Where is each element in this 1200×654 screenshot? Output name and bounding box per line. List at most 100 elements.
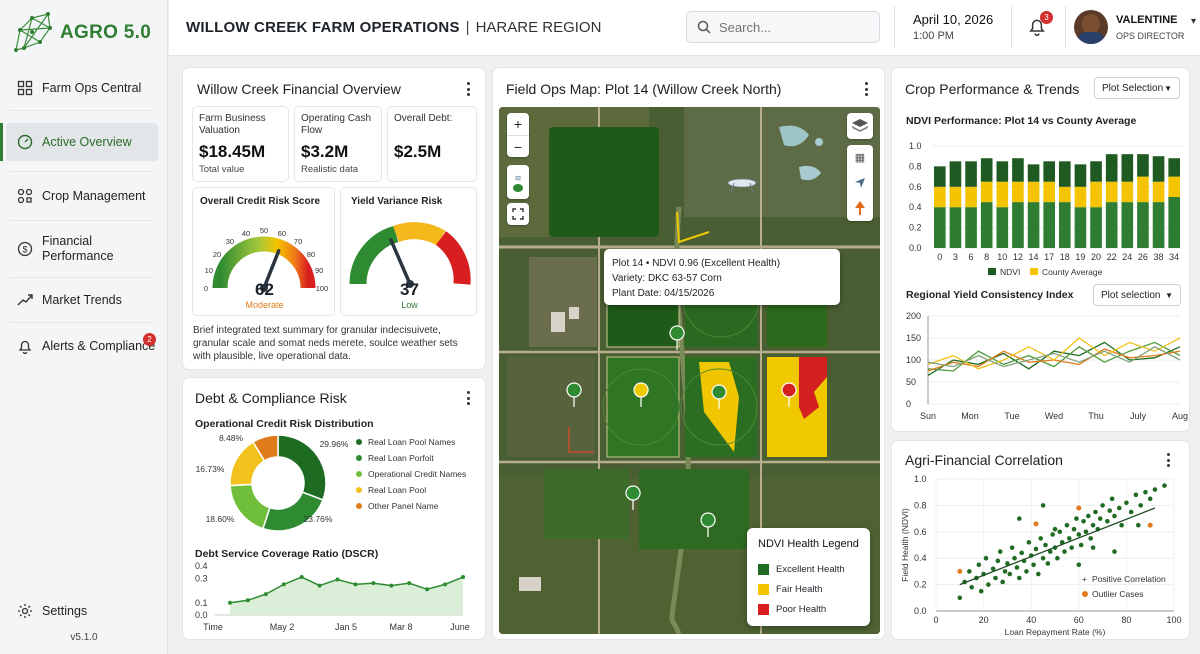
y-tick-label: 0.0 — [909, 243, 922, 253]
bar-top-segment — [1105, 154, 1118, 182]
x-tick-label: 20 — [1091, 252, 1101, 262]
chevron-down-icon[interactable]: ▾ — [1191, 16, 1197, 27]
gauge-arc — [212, 236, 316, 289]
legend-label: Real Loan Pool Names — [368, 437, 455, 447]
farm-title: WILLOW CREEK FARM OPERATIONS — [186, 19, 460, 36]
zoom-in-button[interactable]: + — [513, 116, 523, 132]
data-point — [976, 562, 982, 568]
legend-swatch — [758, 584, 769, 595]
outlier-point — [957, 568, 963, 574]
sidebar-item-label: Crop Management — [42, 189, 146, 203]
plot-selection-dropdown[interactable]: Plot Selection ▼ — [1094, 77, 1180, 99]
sidebar-item-settings[interactable]: Settings — [6, 599, 158, 623]
donut-slice — [252, 434, 279, 462]
bar-ndvi — [1043, 202, 1055, 248]
gauge-tick-label: 40 — [242, 229, 250, 238]
data-point — [245, 598, 250, 603]
sidebar-item-alerts-compliance[interactable]: Alerts & Compliance 2 — [6, 333, 158, 358]
bar-county-average — [934, 186, 946, 208]
layers-button[interactable] — [847, 113, 873, 139]
line-series — [927, 346, 1181, 368]
kpi-sub: Total value — [199, 164, 245, 175]
alerts-badge: 2 — [143, 333, 156, 346]
y-tick-label: 0.2 — [909, 223, 922, 233]
sidebar-item-farm-ops-central[interactable]: Farm Ops Central — [6, 76, 158, 100]
bar-top-segment — [1121, 154, 1134, 182]
data-point — [1097, 516, 1103, 521]
bar-ndvi — [1090, 207, 1102, 248]
measure-icon[interactable]: ▦ — [854, 152, 866, 164]
locate-button[interactable] — [847, 170, 873, 195]
sidebar-item-crop-management[interactable]: Crop Management — [6, 184, 158, 208]
crop-performance-card: Crop Performance & Trends Plot Selection… — [891, 67, 1190, 432]
gauge-tick-label: 70 — [294, 237, 302, 246]
legend-label: Positive Correlation — [1092, 574, 1166, 584]
x-tick-label: 26 — [1138, 252, 1148, 262]
donut-slice-label: 29.96% — [320, 439, 349, 449]
gauge-tick-label: 50 — [260, 226, 268, 235]
data-point — [1071, 526, 1077, 532]
sidebar-item-active-overview[interactable]: Active Overview — [0, 123, 158, 161]
avatar[interactable] — [1074, 10, 1108, 44]
x-tick-label: 34 — [1169, 252, 1179, 262]
leaf-icon — [513, 183, 523, 192]
bar-county-average — [1074, 186, 1087, 208]
zoom-out-button[interactable]: − — [507, 135, 529, 157]
donut-slice — [261, 491, 324, 532]
credit-risk-gauge-card: Overall Credit Risk Score 0 10 20 30 40 50 60 7… — [192, 187, 335, 316]
data-point — [389, 583, 394, 588]
satellite-map[interactable]: + − ≋ ▦ Plot 14 • NDVI 0.96 (Excellent H… — [499, 107, 880, 634]
network-leaf-icon — [14, 12, 52, 52]
data-point — [1076, 562, 1082, 568]
bar-county-average — [1043, 181, 1055, 203]
more-menu-icon[interactable] — [1162, 453, 1174, 467]
notifications-button[interactable]: 3 — [1027, 11, 1053, 38]
search-input[interactable] — [719, 19, 869, 35]
data-point — [1055, 555, 1060, 561]
x-tick-label: Tue — [1004, 411, 1019, 421]
legend-label: County Average — [1042, 267, 1103, 277]
donut-slice-label: 8.48% — [219, 433, 244, 443]
consistency-plot-dropdown[interactable]: Plot selection ▼ — [1093, 284, 1181, 306]
x-tick-label: 12 — [1013, 252, 1023, 262]
x-tick-label: July — [1130, 411, 1147, 421]
bar-ndvi — [1121, 202, 1134, 248]
search-box[interactable] — [686, 11, 880, 43]
gauge-hub — [406, 280, 414, 288]
data-point — [281, 582, 286, 587]
field-ops-map-card: Field Ops Map: Plot 14 (Willow Creek Nor… — [492, 67, 885, 640]
bar-county-average — [980, 181, 993, 203]
data-point — [1007, 571, 1013, 577]
x-tick-label: 40 — [1026, 615, 1036, 625]
divider — [1065, 6, 1066, 48]
sidebar-item-market-trends[interactable]: Market Trends — [6, 288, 158, 312]
y-tick-label: 0.2 — [914, 580, 927, 590]
bar-top-segment — [934, 166, 946, 187]
x-tick-label: 100 — [1166, 615, 1181, 625]
x-tick-label: Mon — [961, 411, 979, 421]
bar-ndvi — [1074, 207, 1087, 248]
more-menu-icon[interactable] — [462, 82, 474, 96]
dropdown-value: Plot Selection — [1102, 82, 1164, 94]
bar-top-segment — [1012, 158, 1024, 182]
data-point — [993, 575, 998, 581]
x-tick-label: 0 — [937, 252, 942, 262]
line-series — [229, 576, 464, 604]
data-point — [1002, 569, 1008, 574]
compass-button[interactable] — [847, 195, 873, 220]
fullscreen-button[interactable] — [507, 203, 529, 225]
more-menu-icon[interactable] — [462, 391, 474, 405]
layer-toggle-button[interactable]: ≋ — [507, 165, 529, 199]
data-point — [1152, 487, 1158, 492]
legend-dot — [356, 503, 362, 509]
gauge-needle — [389, 238, 412, 286]
card-title: Agri-Financial Correlation — [905, 452, 1063, 468]
bar-county-average — [1168, 176, 1180, 197]
trend-line — [959, 507, 1156, 586]
more-menu-icon[interactable] — [860, 82, 872, 96]
logo[interactable]: AGRO 5.0 — [10, 8, 160, 58]
x-tick-label: Mar 8 — [389, 622, 412, 632]
sidebar-item-financial-performance[interactable]: $ Financial Performance — [6, 232, 158, 266]
financial-overview-card: Willow Creek Financial Overview Farm Bus… — [182, 67, 486, 370]
legend-dot — [356, 471, 362, 477]
